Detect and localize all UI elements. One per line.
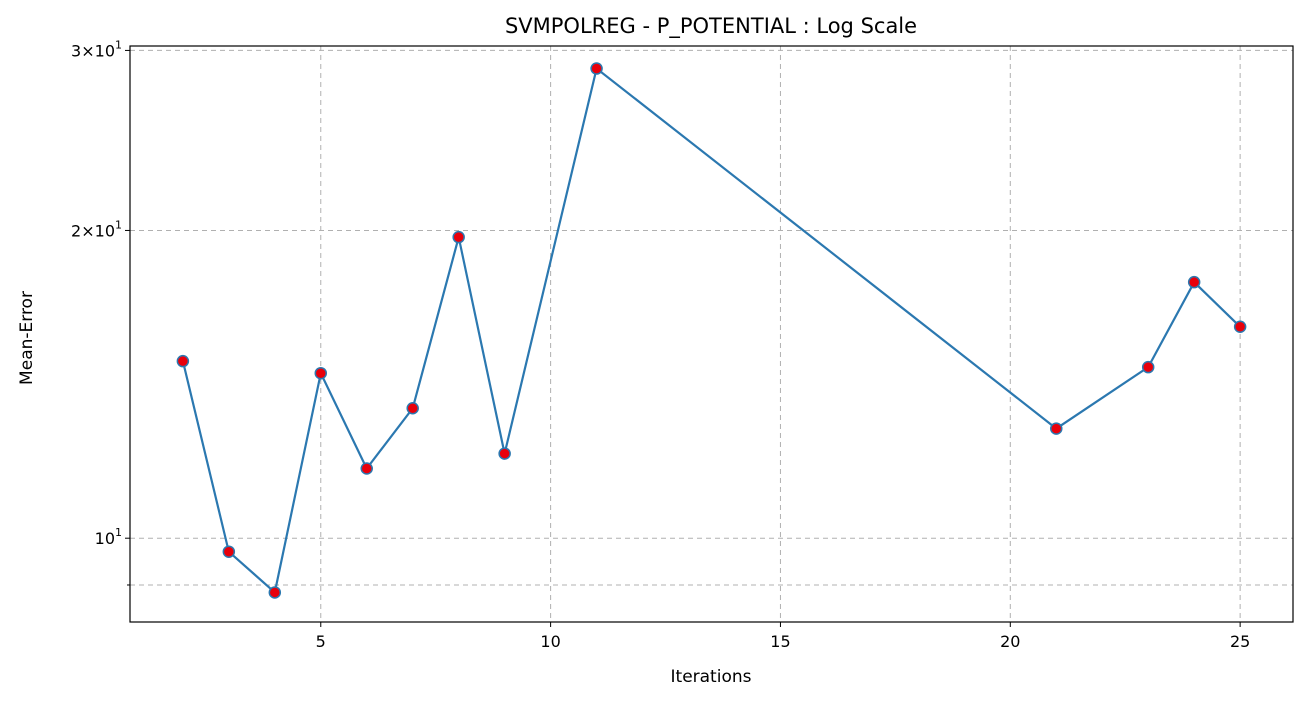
x-tick-label: 5 [316,632,326,651]
data-point [222,545,236,558]
y-tick-label: 101 [95,526,122,548]
series-group [176,62,1247,599]
data-point [314,366,328,380]
series-line [181,66,1241,595]
data-point [498,447,511,460]
data-point [1050,422,1063,435]
chart-title: SVMPOLREG - P_POTENTIAL : Log Scale [505,14,917,39]
x-tick-label: 15 [770,632,790,651]
data-point [360,462,373,475]
data-point [176,354,190,368]
x-axis-ticks: 5 10 15 20 25 [316,622,1250,651]
x-tick-label: 10 [540,632,560,651]
x-tick-label: 25 [1230,632,1250,651]
data-point [1187,275,1201,289]
y-tick-label: 3×101 [71,38,122,60]
y-tick-label: 2×101 [71,218,122,240]
grid [130,46,1293,622]
y-axis-label: Mean-Error [17,291,37,385]
x-tick-label: 20 [1000,632,1020,651]
plot-frame [129,45,1294,623]
data-point [590,62,603,75]
data-point [268,586,282,599]
data-point [1141,360,1155,374]
y-axis-ticks: 101 2×101 3×101 [71,38,130,586]
data-point [1233,320,1247,334]
x-axis-label: Iterations [671,667,752,687]
data-point [452,230,465,244]
data-point [406,402,419,415]
